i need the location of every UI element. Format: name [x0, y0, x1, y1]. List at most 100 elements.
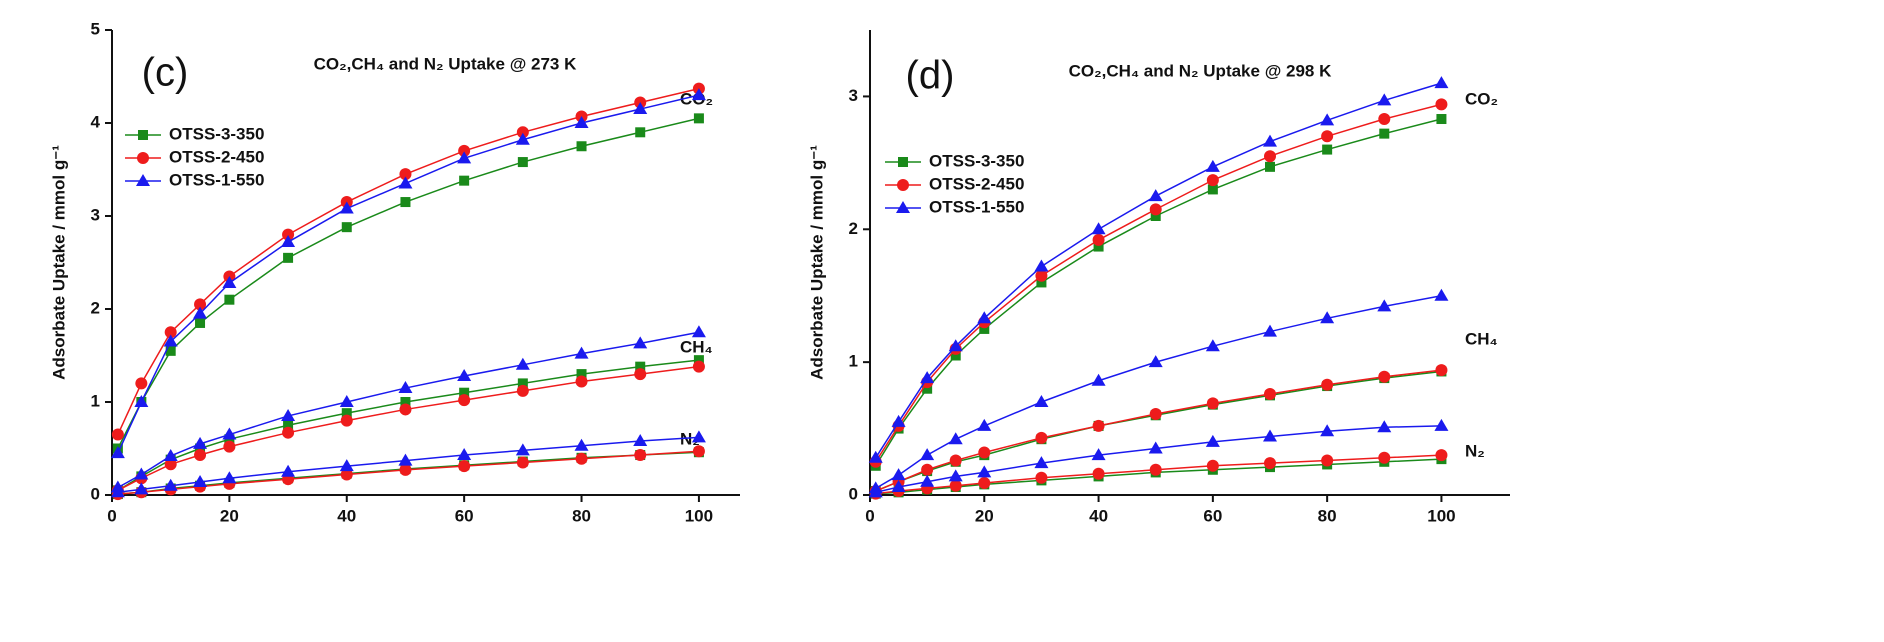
data-point — [1435, 98, 1448, 111]
legend-label: OTSS-3-350 — [929, 151, 1024, 170]
data-point — [978, 477, 991, 490]
data-point — [193, 436, 208, 449]
data-point — [921, 463, 934, 476]
data-point — [1263, 134, 1277, 147]
data-point — [194, 449, 207, 462]
data-point — [515, 132, 530, 145]
data-point — [920, 474, 935, 487]
data-point — [283, 420, 294, 431]
data-point — [574, 438, 589, 451]
data-point — [111, 428, 124, 441]
data-point — [1264, 388, 1276, 401]
data-point — [399, 463, 412, 476]
data-point — [339, 459, 354, 472]
data-point — [692, 445, 705, 458]
data-point — [1321, 130, 1334, 143]
data-point — [1434, 288, 1449, 301]
data-point — [1035, 471, 1048, 484]
legend-marker — [898, 157, 908, 167]
data-point — [339, 201, 354, 214]
data-point — [1321, 454, 1334, 467]
data-point — [1093, 241, 1104, 252]
data-point — [281, 464, 296, 477]
data-point — [576, 141, 587, 152]
data-point — [574, 346, 589, 359]
data-point — [194, 298, 207, 311]
data-point — [222, 275, 237, 288]
data-point — [516, 384, 529, 397]
x-tick-label: 100 — [685, 506, 713, 525]
gas-label: N₂ — [1465, 441, 1485, 460]
legend-label: OTSS-2-450 — [169, 147, 264, 166]
data-point — [163, 334, 178, 347]
data-point — [457, 151, 472, 164]
data-point — [110, 485, 125, 498]
data-point — [1148, 441, 1163, 454]
data-point — [457, 448, 472, 461]
data-point — [1092, 233, 1105, 246]
data-point — [340, 468, 353, 481]
data-point — [223, 440, 236, 453]
y-axis-label: Adsorbate Uptake / mmol g⁻¹ — [807, 145, 826, 380]
data-point — [517, 378, 528, 389]
data-point — [575, 375, 588, 388]
data-point — [222, 427, 237, 440]
data-point — [515, 443, 530, 456]
data-point — [1036, 277, 1047, 288]
data-point — [1320, 311, 1335, 324]
data-point — [920, 448, 935, 461]
legend-marker — [137, 152, 149, 164]
data-point — [281, 235, 296, 248]
data-point — [948, 432, 963, 445]
data-point — [691, 430, 706, 443]
data-point — [283, 252, 294, 263]
data-point — [195, 317, 206, 328]
data-point — [693, 355, 704, 366]
x-tick-label: 60 — [1203, 506, 1222, 525]
data-point — [1320, 113, 1335, 126]
data-point — [1206, 397, 1219, 410]
legend-marker — [138, 130, 148, 140]
data-point — [516, 456, 529, 469]
data-point — [281, 408, 296, 421]
data-point — [1149, 407, 1162, 420]
data-point — [1265, 161, 1275, 172]
data-point — [979, 323, 990, 334]
gas-label: N₂ — [680, 429, 700, 448]
x-tick-label: 100 — [1427, 506, 1455, 525]
data-point — [1435, 449, 1448, 462]
data-point — [399, 403, 412, 416]
data-point — [977, 418, 992, 431]
data-point — [691, 325, 706, 338]
data-point — [1092, 467, 1105, 480]
data-point — [515, 357, 530, 370]
data-point — [1091, 448, 1106, 461]
data-point — [1035, 269, 1048, 282]
data-point — [398, 176, 413, 189]
data-point — [459, 175, 470, 186]
data-point — [163, 478, 178, 491]
y-tick-label: 1 — [91, 391, 100, 410]
data-point — [1091, 222, 1106, 235]
x-tick-label: 40 — [337, 506, 356, 525]
x-tick-label: 0 — [865, 506, 874, 525]
data-point — [458, 460, 471, 473]
x-tick-label: 80 — [572, 506, 591, 525]
y-tick-label: 2 — [849, 219, 858, 238]
data-point — [1206, 459, 1219, 472]
data-point — [634, 449, 647, 462]
data-point — [110, 446, 125, 459]
data-point — [575, 452, 588, 465]
legend-marker — [897, 179, 909, 191]
data-point — [693, 113, 704, 124]
data-point — [635, 361, 646, 372]
data-point — [517, 157, 528, 168]
data-point — [516, 126, 529, 139]
series-line — [875, 82, 1442, 459]
data-point — [459, 387, 470, 398]
data-point — [1092, 419, 1105, 432]
data-point — [635, 127, 646, 138]
data-point — [398, 453, 413, 466]
chart-title: CO₂,CH₄ and N₂ Uptake @ 273 K — [314, 54, 577, 73]
